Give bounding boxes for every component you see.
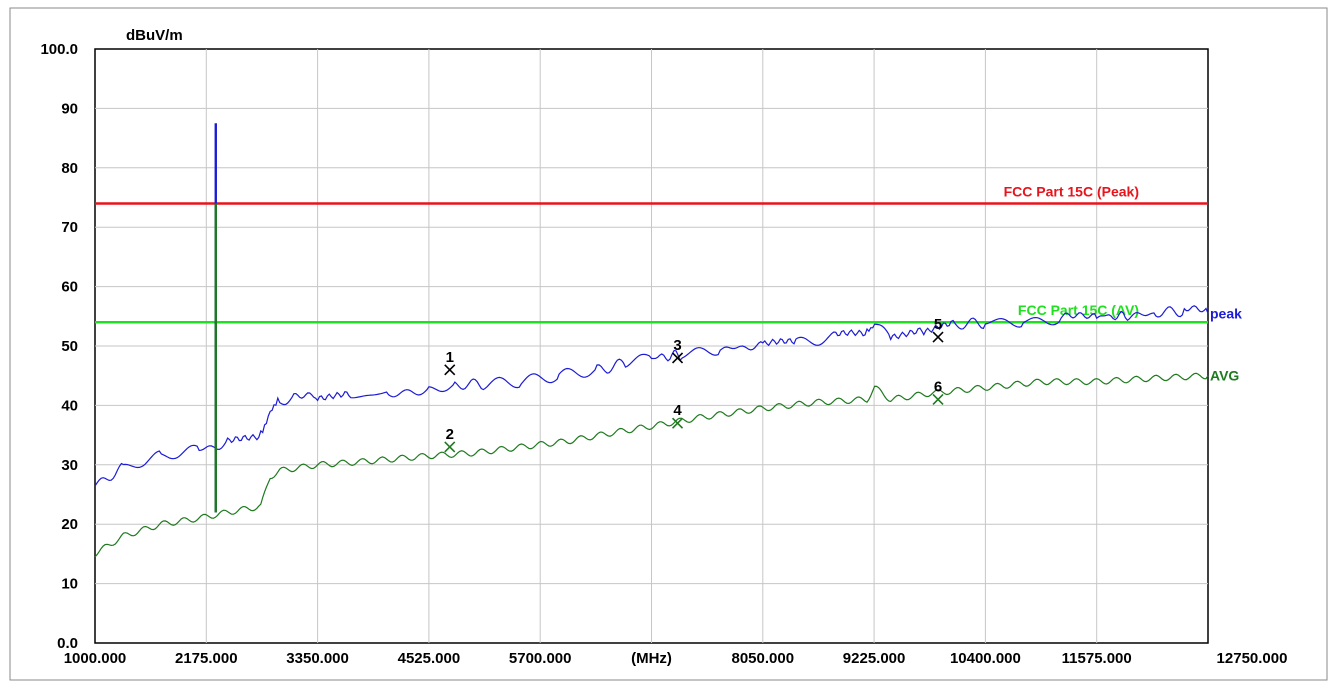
marker-label: 1 <box>446 349 454 366</box>
y-tick-label: 10 <box>61 576 78 593</box>
x-tick-label: 8050.000 <box>732 650 795 667</box>
marker-x <box>932 331 944 343</box>
x-tick-label: 10400.000 <box>950 650 1021 667</box>
x-tick-label: 3350.000 <box>286 650 349 667</box>
y-tick-label: 80 <box>61 160 78 177</box>
x-tick-label: 12750.000 <box>1217 650 1288 667</box>
y-tick-label: 90 <box>61 100 78 117</box>
marker-x <box>671 417 684 429</box>
limit-label: FCC Part 15C (Peak) <box>1004 183 1139 199</box>
y-tick-label: 70 <box>61 219 78 236</box>
series-lines: peak AVG <box>94 123 1242 558</box>
x-tick-label: 1000.000 <box>64 650 127 667</box>
y-tick-label: 60 <box>61 279 78 296</box>
y-tick-label: 20 <box>61 516 78 533</box>
y-tick-label: 40 <box>61 397 78 414</box>
series-line-avg <box>94 372 1209 558</box>
limit-lines: FCC Part 15C (Peak) FCC Part 15C (AV) <box>95 183 1208 324</box>
marker-x <box>444 364 456 376</box>
x-tick-label: 4525.000 <box>398 650 461 667</box>
x-tick-label: 2175.000 <box>175 650 238 667</box>
marker-label: 6 <box>934 378 942 395</box>
y-axis-unit-label: dBuV/m <box>126 27 183 44</box>
x-tick-label: 9225.000 <box>843 650 906 667</box>
series-label: AVG <box>1210 368 1239 384</box>
x-tick-label: (MHz) <box>631 650 672 667</box>
marker-label: 4 <box>673 402 682 419</box>
series-line-peak <box>94 305 1209 487</box>
x-tick-labels: 1000.000 2175.000 3350.000 4525.000 5700.000… <box>64 650 1288 667</box>
marker-x <box>444 441 456 453</box>
y-tick-label: 50 <box>61 338 78 355</box>
grid-lines <box>95 49 1208 643</box>
series-label: peak <box>1210 305 1242 321</box>
y-tick-labels: 0.0 10 20 30 40 50 60 70 80 90 100.0 <box>40 41 78 652</box>
x-tick-label: 5700.000 <box>509 650 572 667</box>
marker-label: 3 <box>673 337 681 354</box>
x-tick-label: 11575.000 <box>1062 650 1132 667</box>
limit-label: FCC Part 15C (AV) <box>1018 302 1139 318</box>
y-tick-label: 30 <box>61 457 78 474</box>
marker-label: 5 <box>934 316 942 333</box>
marker-x <box>932 393 944 406</box>
marker-group: 1 2 3 4 5 6 <box>444 316 944 453</box>
marker-label: 2 <box>446 426 454 443</box>
y-tick-label: 100.0 <box>40 41 78 58</box>
y-tick-label: 0.0 <box>57 635 78 652</box>
marker-x <box>671 352 684 364</box>
